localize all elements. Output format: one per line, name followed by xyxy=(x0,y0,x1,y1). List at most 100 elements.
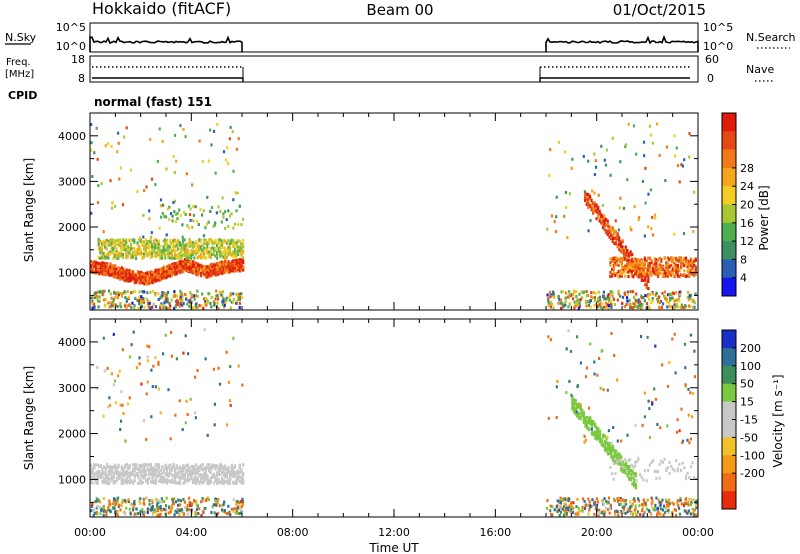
range-cell xyxy=(125,245,128,249)
clutter-cell xyxy=(561,290,565,293)
velocity-scatter-cells xyxy=(90,328,698,517)
range-cell xyxy=(106,481,109,484)
range-cell xyxy=(148,468,151,472)
range-cell xyxy=(148,275,151,279)
clutter-cell xyxy=(140,305,143,309)
range-cell xyxy=(601,214,605,218)
range-cell xyxy=(678,275,681,278)
range-cell xyxy=(195,262,198,265)
range-cell xyxy=(136,273,140,277)
range-cell xyxy=(157,471,161,474)
range-cell xyxy=(203,473,206,477)
clutter-cell xyxy=(660,305,663,309)
range-cell xyxy=(214,264,217,268)
range-cell xyxy=(187,204,191,208)
scatter-speck xyxy=(650,227,653,231)
range-cell xyxy=(170,249,173,253)
clutter-cell xyxy=(691,298,694,302)
clutter-cell xyxy=(102,509,105,513)
range-cell xyxy=(183,465,186,469)
range-cell xyxy=(176,211,179,215)
range-cell xyxy=(200,475,203,479)
clutter-cell xyxy=(143,290,146,294)
range-cell xyxy=(625,256,628,260)
range-cell xyxy=(138,248,141,252)
scatter-speck xyxy=(126,402,130,406)
range-cell xyxy=(221,271,224,275)
colorbar-tick-label: 12 xyxy=(740,235,754,248)
range-cell xyxy=(237,247,240,251)
range-cell xyxy=(182,246,185,250)
range-cell xyxy=(684,275,688,278)
range-cell xyxy=(112,481,115,485)
range-cell xyxy=(193,465,196,469)
clutter-cell xyxy=(123,510,126,514)
clutter-cell xyxy=(235,292,238,296)
range-cell xyxy=(175,272,178,276)
range-cell xyxy=(642,261,645,265)
clutter-cell xyxy=(598,295,601,299)
range-cell xyxy=(233,260,237,264)
range-cell xyxy=(178,481,182,485)
frequency-panel: Freq. [MHz] 18 8 60 0 Nave xyxy=(5,53,774,85)
range-cell xyxy=(115,239,118,243)
clutter-cell xyxy=(681,305,684,309)
range-cell xyxy=(102,242,105,246)
range-cell xyxy=(597,205,600,209)
range-cell xyxy=(164,478,167,482)
range-cell xyxy=(143,240,146,244)
range-cell xyxy=(630,273,633,277)
clutter-cell xyxy=(196,294,199,298)
clutter-cell xyxy=(163,301,166,305)
range-cell xyxy=(191,260,195,264)
clutter-cell xyxy=(184,506,187,510)
range-cell xyxy=(174,212,177,216)
range-cell xyxy=(657,258,660,262)
clutter-cell xyxy=(552,290,555,294)
clutter-cell xyxy=(601,302,604,306)
range-cell xyxy=(167,474,170,478)
range-cell xyxy=(185,463,188,467)
range-cell xyxy=(130,470,133,474)
range-cell xyxy=(152,239,155,243)
range-cell xyxy=(167,256,170,259)
range-cell xyxy=(91,261,94,264)
scatter-speck xyxy=(106,142,109,146)
range-cell xyxy=(175,243,178,247)
scatter-speck xyxy=(225,350,228,354)
range-cell xyxy=(125,481,128,485)
range-cell xyxy=(613,449,616,453)
range-cell xyxy=(149,472,152,476)
colorbar-swatch xyxy=(722,113,736,132)
clutter-cell xyxy=(210,305,213,309)
range-cell xyxy=(195,479,198,482)
range-cell xyxy=(206,466,209,470)
clutter-cell xyxy=(112,506,115,510)
range-cell xyxy=(609,465,612,469)
clutter-cell xyxy=(139,501,142,505)
range-cell xyxy=(203,466,206,470)
range-cell xyxy=(112,480,115,483)
range-cell xyxy=(113,254,116,258)
range-cell xyxy=(93,264,96,268)
clutter-cell xyxy=(223,509,226,512)
clutter-cell xyxy=(117,293,120,297)
clutter-cell xyxy=(564,303,567,307)
clutter-cell xyxy=(151,499,154,503)
range-cell xyxy=(125,241,128,245)
range-cell xyxy=(229,477,232,481)
range-cell xyxy=(143,253,146,257)
clutter-cell xyxy=(646,498,649,502)
range-cell xyxy=(101,467,104,471)
range-cell xyxy=(613,460,616,464)
range-cell xyxy=(130,278,133,282)
range-cell xyxy=(162,476,165,480)
range-cell xyxy=(117,254,120,258)
clutter-cell xyxy=(135,507,138,511)
clutter-cell xyxy=(119,508,122,512)
scatter-speck xyxy=(609,173,612,177)
clutter-cell xyxy=(194,500,197,504)
range-cell xyxy=(165,240,168,244)
range-cell xyxy=(633,479,636,483)
clutter-cell xyxy=(177,508,180,512)
